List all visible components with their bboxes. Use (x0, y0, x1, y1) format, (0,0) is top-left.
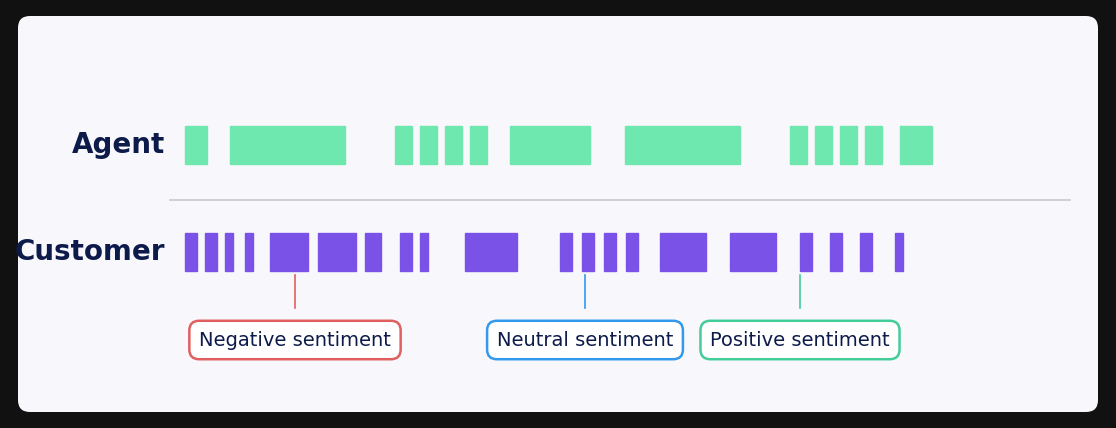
Bar (230, 126, 345, 164)
Bar (185, 126, 206, 164)
Bar (225, 233, 233, 271)
Bar (420, 126, 437, 164)
Text: Negative sentiment: Negative sentiment (199, 330, 391, 350)
Bar (626, 233, 638, 271)
Bar (860, 233, 872, 271)
Bar (660, 233, 706, 271)
Bar (270, 233, 308, 271)
FancyBboxPatch shape (18, 16, 1098, 412)
Bar (730, 233, 776, 271)
Bar (895, 233, 903, 271)
Text: Customer: Customer (15, 238, 165, 266)
Bar (318, 233, 356, 271)
Bar (625, 126, 740, 164)
Text: Neutral sentiment: Neutral sentiment (497, 330, 673, 350)
Bar (465, 233, 517, 271)
Bar (560, 233, 573, 271)
Bar (583, 233, 594, 271)
Bar (420, 233, 429, 271)
Bar (800, 233, 812, 271)
Bar (510, 126, 590, 164)
Bar (246, 233, 253, 271)
Text: Positive sentiment: Positive sentiment (710, 330, 889, 350)
Bar (604, 233, 616, 271)
Bar (365, 233, 381, 271)
Bar (445, 126, 462, 164)
Bar (205, 233, 217, 271)
Text: Agent: Agent (71, 131, 165, 159)
Bar (395, 126, 412, 164)
Bar (830, 233, 841, 271)
Bar (470, 126, 487, 164)
Bar (790, 126, 807, 164)
Bar (400, 233, 412, 271)
Bar (899, 126, 932, 164)
Bar (840, 126, 857, 164)
Bar (865, 126, 882, 164)
Bar (185, 233, 198, 271)
Bar (815, 126, 833, 164)
